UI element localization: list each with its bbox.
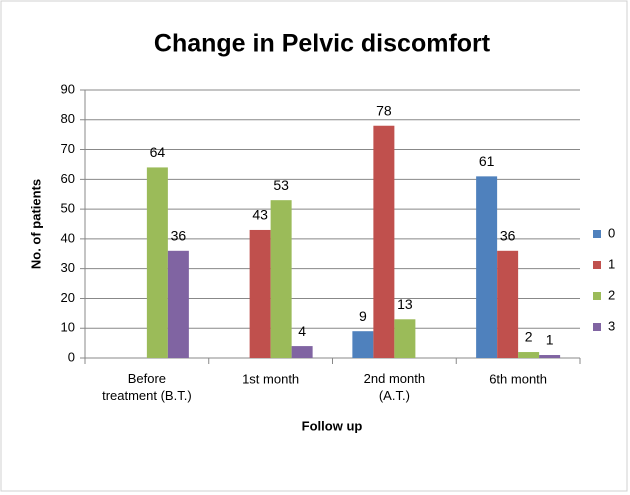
- legend-label: 2: [608, 287, 615, 302]
- y-tick-label: 0: [68, 349, 75, 364]
- legend-label: 1: [608, 256, 615, 271]
- bar: [373, 125, 395, 358]
- data-label: 64: [150, 144, 166, 160]
- bar: [539, 355, 561, 358]
- legend-swatch: [593, 292, 601, 300]
- chart-title: Change in Pelvic discomfort: [154, 30, 491, 58]
- bar: [352, 331, 374, 358]
- y-tick-label: 60: [61, 171, 75, 186]
- legend-label: 3: [608, 318, 615, 333]
- bar: [291, 346, 313, 358]
- legend-label: 0: [608, 225, 615, 240]
- bar: [518, 352, 540, 358]
- data-label: 36: [171, 228, 187, 244]
- bar: [497, 250, 519, 358]
- y-tick-label: 30: [61, 260, 75, 275]
- bar: [167, 250, 189, 358]
- y-tick-label: 50: [61, 201, 75, 216]
- data-label: 2: [525, 329, 533, 345]
- bar: [394, 319, 416, 358]
- x-tick-label: 2nd month (A.T.): [364, 371, 425, 403]
- y-tick-label: 10: [61, 320, 75, 335]
- legend-swatch: [593, 323, 601, 331]
- y-tick-label: 40: [61, 230, 75, 245]
- bar: [249, 229, 271, 358]
- data-label: 61: [479, 153, 495, 169]
- data-label: 1: [546, 332, 554, 348]
- y-axis-label: No. of patients: [28, 179, 43, 269]
- y-tick-label: 90: [61, 81, 75, 96]
- bar: [476, 176, 498, 358]
- bar: [270, 200, 292, 358]
- y-tick-label: 20: [61, 290, 75, 305]
- data-label: 43: [252, 207, 268, 223]
- x-tick-label: 6th month: [489, 371, 547, 386]
- data-label: 9: [359, 308, 367, 324]
- data-label: 53: [273, 177, 289, 193]
- data-label: 4: [298, 323, 306, 339]
- x-tick-label: 1st month: [242, 371, 299, 386]
- y-tick-label: 80: [61, 111, 75, 126]
- data-label: 78: [376, 102, 392, 118]
- legend-swatch: [593, 230, 601, 238]
- x-axis-label: Follow up: [302, 418, 363, 433]
- legend-swatch: [593, 261, 601, 269]
- data-label: 13: [397, 296, 413, 312]
- data-label: 36: [500, 228, 516, 244]
- bar: [146, 167, 168, 358]
- y-tick-label: 70: [61, 141, 75, 156]
- x-tick-label: Before treatment (B.T.): [102, 371, 192, 403]
